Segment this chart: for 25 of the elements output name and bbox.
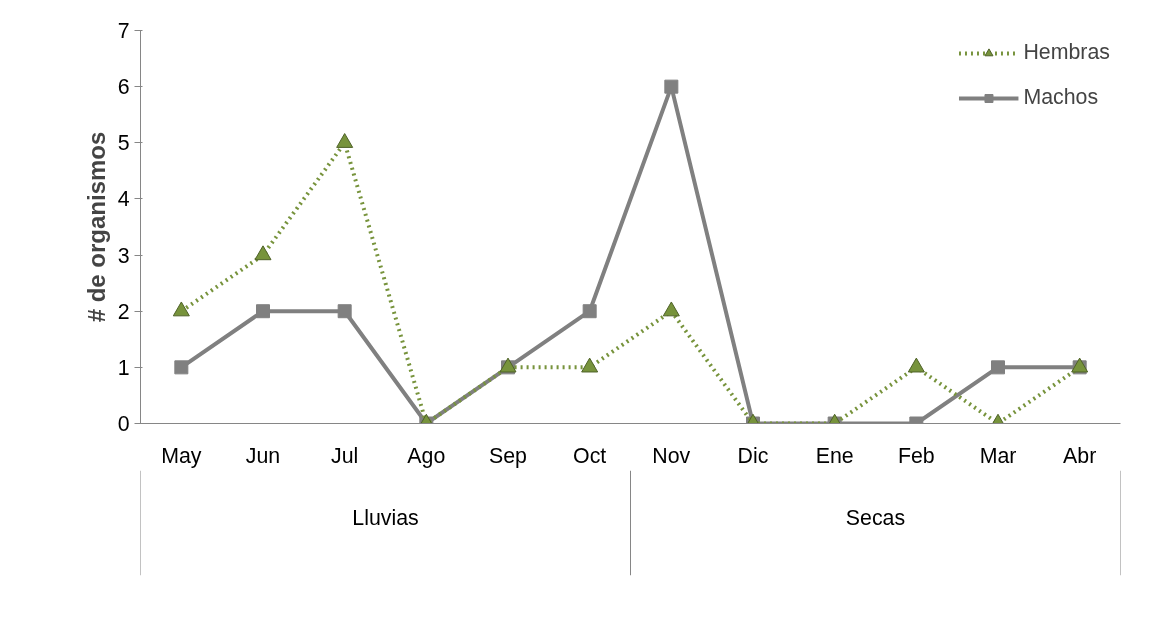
y-tick-label: 6 bbox=[117, 75, 130, 100]
x-tick-label: Jul bbox=[331, 443, 359, 468]
y-tick-label: 2 bbox=[117, 299, 130, 324]
x-tick-label: Abr bbox=[1063, 443, 1097, 468]
text: Lluvias bbox=[352, 505, 419, 530]
y-axis-title: # de organismos bbox=[82, 131, 110, 323]
x-tick-label: Oct bbox=[573, 443, 607, 468]
x-tick-label: Ago bbox=[407, 443, 446, 468]
x-tick-label: Dic bbox=[737, 443, 769, 468]
x-tick-label: Mar bbox=[979, 443, 1017, 468]
y-tick-label: 5 bbox=[117, 131, 130, 156]
x-tick-label: Ene bbox=[815, 443, 854, 468]
y-tick-label: 3 bbox=[117, 243, 130, 268]
y-tick-label: 7 bbox=[117, 19, 130, 43]
y-tick-label: 0 bbox=[117, 412, 130, 436]
x-tick-label: Feb bbox=[897, 443, 935, 468]
x-tick-label: Sep bbox=[489, 443, 527, 468]
x-tick-label: May bbox=[161, 443, 202, 468]
x-tick-label: Jun bbox=[245, 443, 281, 468]
text: Secas bbox=[845, 505, 906, 530]
x-tick-label: Nov bbox=[652, 443, 691, 468]
legend-label: Machos bbox=[1023, 85, 1099, 110]
y-tick-label: 4 bbox=[117, 187, 130, 212]
legend-label: Hembras bbox=[1023, 40, 1110, 65]
y-tick-label: 1 bbox=[117, 355, 130, 380]
